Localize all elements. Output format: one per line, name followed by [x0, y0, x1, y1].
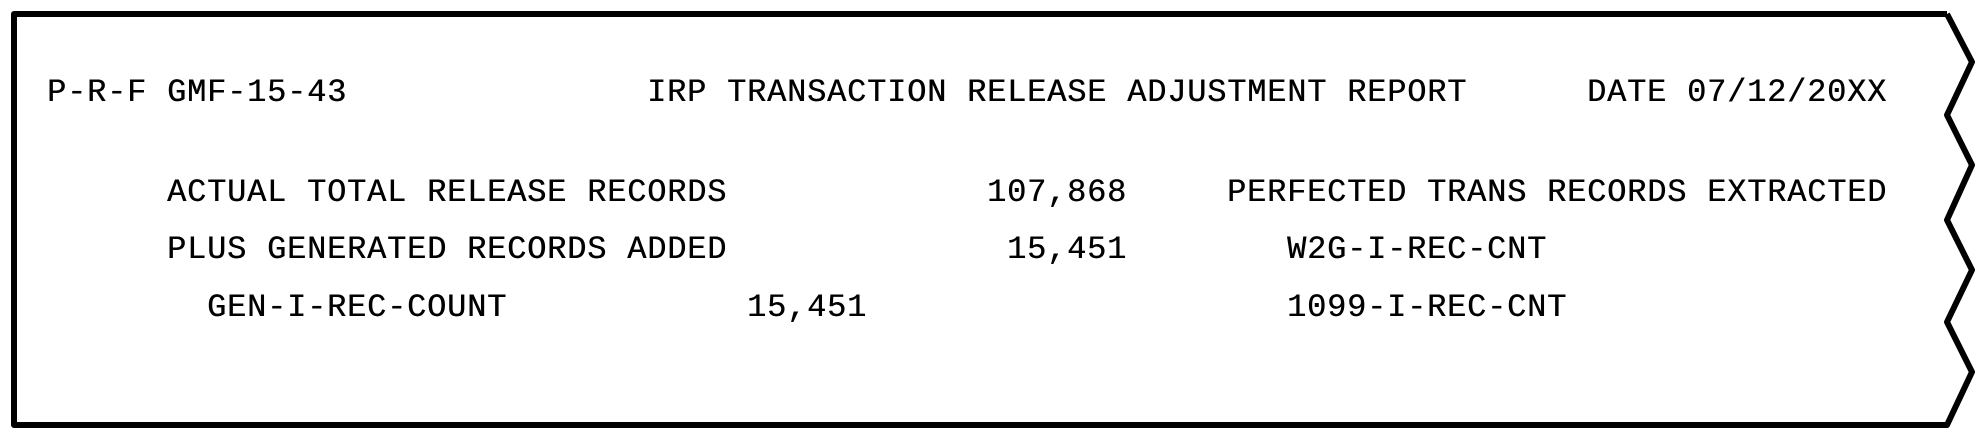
w2g-rec-cnt-label: W2G-I-REC-CNT [1287, 231, 1548, 268]
1099-rec-cnt-label: 1099-I-REC-CNT [1287, 289, 1568, 326]
report-title: IRP TRANSACTION RELEASE ADJUSTMENT REPOR… [647, 74, 1468, 111]
gen-rec-count-label: GEN-I-REC-COUNT [207, 289, 508, 326]
generated-added-value: 15,451 [1007, 231, 1128, 268]
report-id: P-R-F GMF-15-43 [47, 74, 348, 111]
generated-added-label: PLUS GENERATED RECORDS ADDED [167, 231, 728, 268]
actual-total-label: ACTUAL TOTAL RELEASE RECORDS [167, 174, 728, 211]
gen-rec-count-value: 15,451 [747, 289, 868, 326]
actual-total-value: 107,868 [987, 174, 1128, 211]
perfected-trans-label: PERFECTED TRANS RECORDS EXTRACTED [1227, 174, 1888, 211]
report-date: DATE 07/12/20XX [1587, 74, 1888, 111]
